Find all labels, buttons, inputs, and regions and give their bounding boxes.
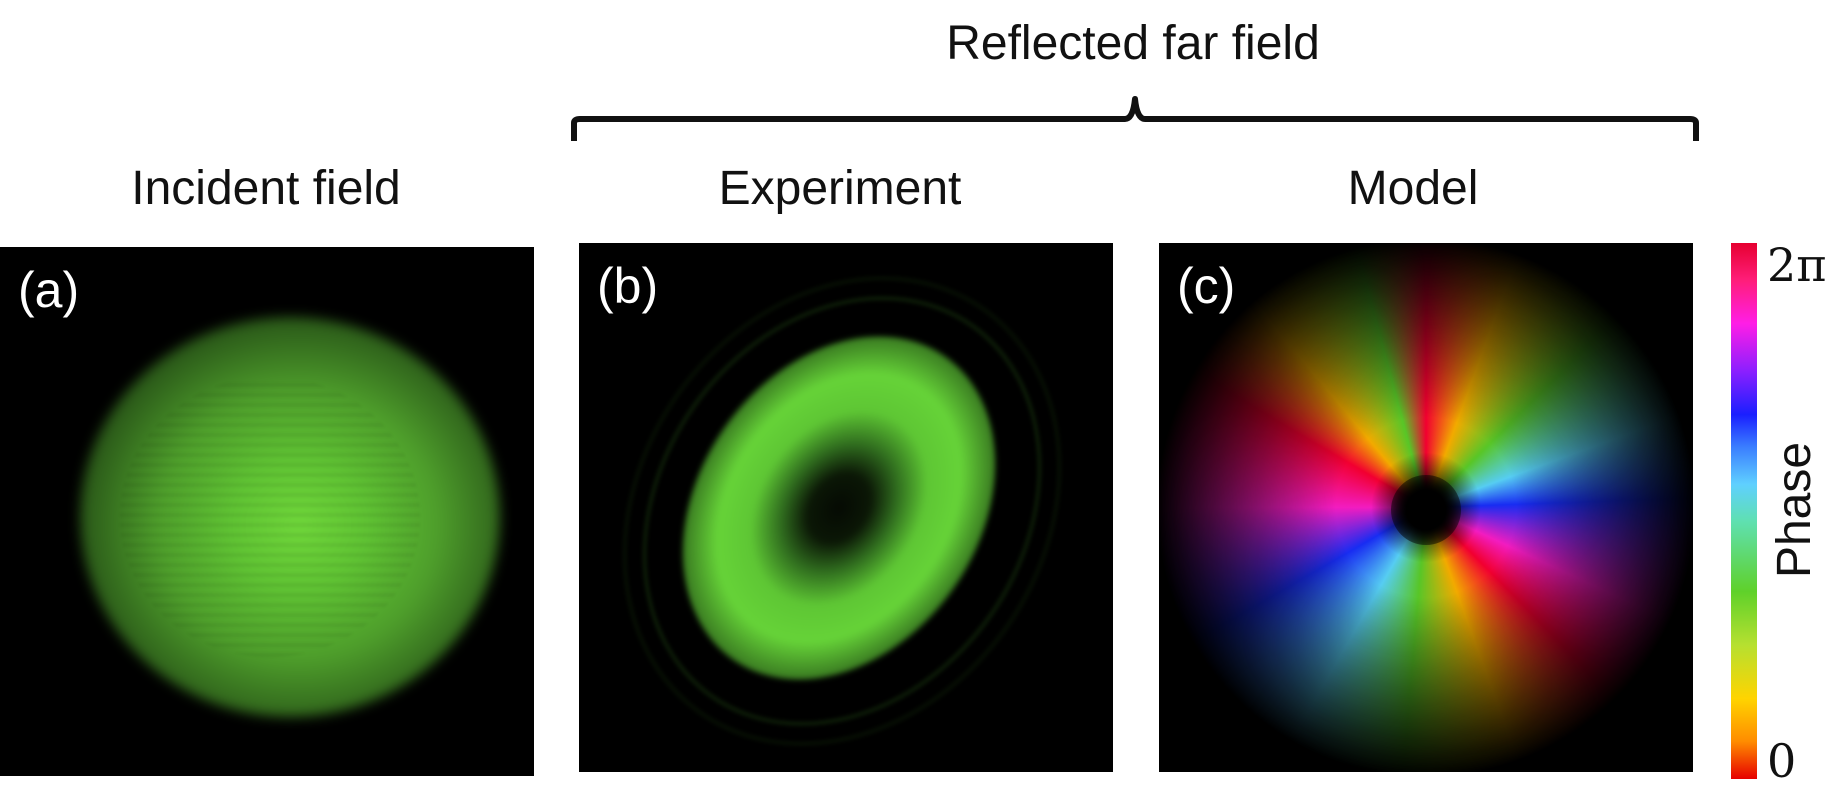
- model-image: (c): [1159, 243, 1693, 772]
- panel-label-c: (c): [1177, 258, 1236, 314]
- colorbar-max-label: 2π: [1767, 238, 1827, 292]
- experiment-title: Experiment: [718, 162, 962, 215]
- phase-colorbar: [1731, 243, 1757, 779]
- incident-fringes: [120, 377, 420, 657]
- panel-label-b: (b): [597, 258, 659, 314]
- colorbar-min-label: 0: [1767, 734, 1797, 788]
- group-bracket: [571, 96, 1699, 141]
- experiment-image: (b): [579, 243, 1113, 772]
- colorbar-title: Phase: [1768, 441, 1821, 579]
- incident-field-title: Incident field: [131, 162, 401, 215]
- panel-label-a: (a): [18, 262, 80, 318]
- phase-singularity: [1391, 475, 1461, 545]
- incident-field-image: (a): [0, 247, 534, 776]
- incident-beam-spot: [80, 317, 500, 717]
- model-title: Model: [1347, 162, 1479, 215]
- group-title: Reflected far field: [946, 17, 1320, 70]
